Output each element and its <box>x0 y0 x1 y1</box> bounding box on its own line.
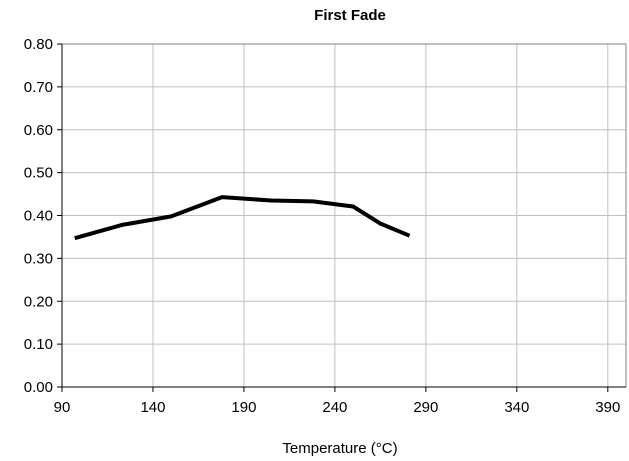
chart-title: First Fade <box>314 7 386 24</box>
y-tick-label: 0.30 <box>24 250 53 267</box>
y-tick-label: 0.40 <box>24 208 53 225</box>
x-tick-label: 290 <box>413 399 438 416</box>
x-axis-label: Temperature (°C) <box>282 440 397 457</box>
y-tick-labels: 0.00 0.10 0.20 0.30 0.40 0.50 0.60 0.70 0.80 <box>24 36 53 396</box>
y-tick-label: 0.70 <box>24 79 53 96</box>
x-tick-label: 90 <box>54 399 71 416</box>
x-tick-label: 190 <box>231 399 256 416</box>
y-tick-label: 0.60 <box>24 122 53 139</box>
x-tick-label: 390 <box>595 399 620 416</box>
y-tick-label: 0.00 <box>24 379 53 396</box>
x-tick-labels: 90 140 190 240 290 340 390 <box>54 399 621 416</box>
y-tick-label: 0.50 <box>24 165 53 182</box>
y-tick-label: 0.10 <box>24 336 53 353</box>
series-layer <box>74 195 411 241</box>
x-tick-label: 240 <box>322 399 347 416</box>
y-tick-label: 0.80 <box>24 36 53 53</box>
y-tick-label: 0.20 <box>24 293 53 310</box>
x-tick-label: 340 <box>504 399 529 416</box>
series-line-0 <box>74 195 411 241</box>
x-tick-label: 140 <box>140 399 165 416</box>
tick-marks <box>57 43 609 392</box>
